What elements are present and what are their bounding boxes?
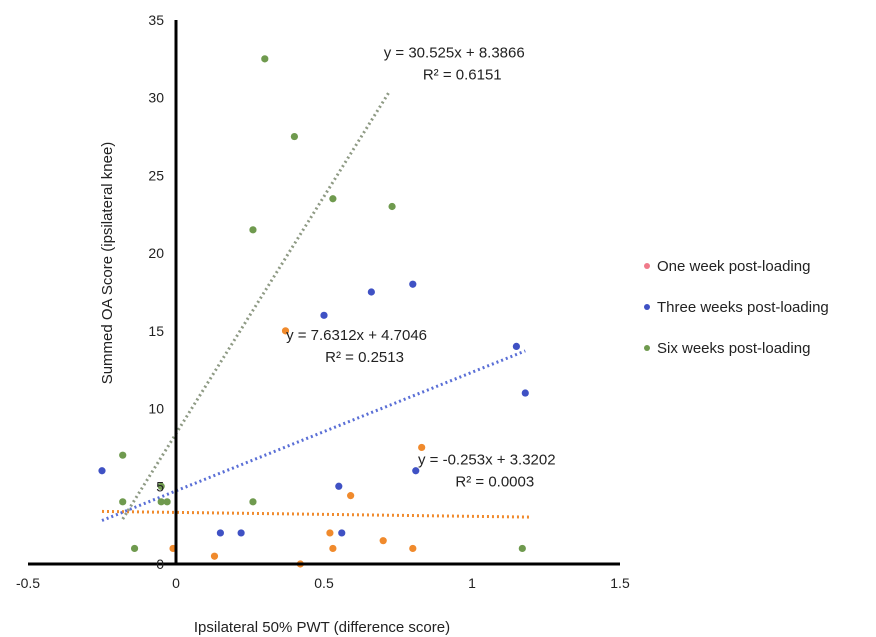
trendline-equation: y = 7.6312x + 4.7046 [286, 327, 427, 344]
legend-item-three-weeks: Three weeks post-loading [644, 297, 829, 317]
annotations: y = 30.525x + 8.3866 R² = 0.6151 y = 7.631… [286, 44, 556, 490]
y-tick-label: 30 [148, 90, 164, 106]
legend-marker [644, 304, 650, 310]
data-point-series-2 [119, 452, 126, 459]
data-point-series-2 [519, 545, 526, 552]
y-tick-label: 10 [148, 401, 164, 417]
data-point-series-0 [418, 444, 425, 451]
y-axis-title: Summed OA Score (ipsilateral knee) [99, 142, 116, 385]
data-point-series-1 [409, 281, 416, 288]
data-point-series-1 [368, 288, 375, 295]
y-tick-label: 0 [156, 556, 164, 572]
legend-label: One week post-loading [657, 258, 810, 275]
legend-marker [644, 263, 650, 269]
data-point-series-1 [98, 467, 105, 474]
data-point-series-0 [329, 545, 336, 552]
data-point-series-0 [326, 529, 333, 536]
data-point-series-2 [261, 55, 268, 62]
data-point-series-1 [335, 483, 342, 490]
legend-item-one-week: One week post-loading [644, 256, 829, 276]
x-tick-label: 0.5 [314, 575, 334, 591]
data-point-series-2 [119, 498, 126, 505]
data-point-series-0 [409, 545, 416, 552]
legend-label: Six weeks post-loading [657, 340, 810, 357]
data-point-series-1 [522, 389, 529, 396]
trendline-equation: y = -0.253x + 3.3202 [418, 452, 556, 469]
x-tick-label: 1 [468, 575, 476, 591]
x-tick-label: -0.5 [16, 575, 40, 591]
y-tick-label: 20 [148, 245, 164, 261]
data-point-series-1 [238, 529, 245, 536]
data-point-series-2 [329, 195, 336, 202]
data-point-series-1 [217, 529, 224, 536]
data-point-series-2 [164, 498, 171, 505]
r-squared-label: R² = 0.2513 [325, 349, 404, 366]
trendline-equation: y = 30.525x + 8.3866 [384, 44, 525, 61]
x-tick-label: 0 [172, 575, 180, 591]
legend-label: Three weeks post-loading [657, 299, 829, 316]
data-point-series-0 [380, 537, 387, 544]
y-tick-label: 5 [156, 478, 164, 494]
y-tick-label: 35 [148, 12, 164, 28]
data-point-series-2 [249, 226, 256, 233]
data-point-series-1 [513, 343, 520, 350]
data-point-series-0 [347, 492, 354, 499]
data-point-series-0 [211, 553, 218, 560]
data-point-series-2 [291, 133, 298, 140]
legend-item-six-weeks: Six weeks post-loading [644, 338, 829, 358]
r-squared-label: R² = 0.6151 [423, 66, 502, 83]
r-squared-label: R² = 0.0003 [455, 474, 534, 491]
trendline-series-1 [102, 351, 525, 521]
x-tick-label: 1.5 [610, 575, 630, 591]
data-point-series-1 [338, 529, 345, 536]
y-tick-label: 25 [148, 167, 164, 183]
data-point-series-1 [320, 312, 327, 319]
data-point-series-2 [388, 203, 395, 210]
x-axis-title: Ipsilateral 50% PWT (difference score) [194, 619, 450, 636]
trendline-series-0 [102, 511, 531, 517]
trendline-series-2 [123, 92, 389, 519]
legend-marker [644, 345, 650, 351]
legend: One week post-loading Three weeks post-l… [644, 256, 829, 379]
y-tick-label: 15 [148, 323, 164, 339]
data-point-series-2 [249, 498, 256, 505]
data-point-series-2 [131, 545, 138, 552]
